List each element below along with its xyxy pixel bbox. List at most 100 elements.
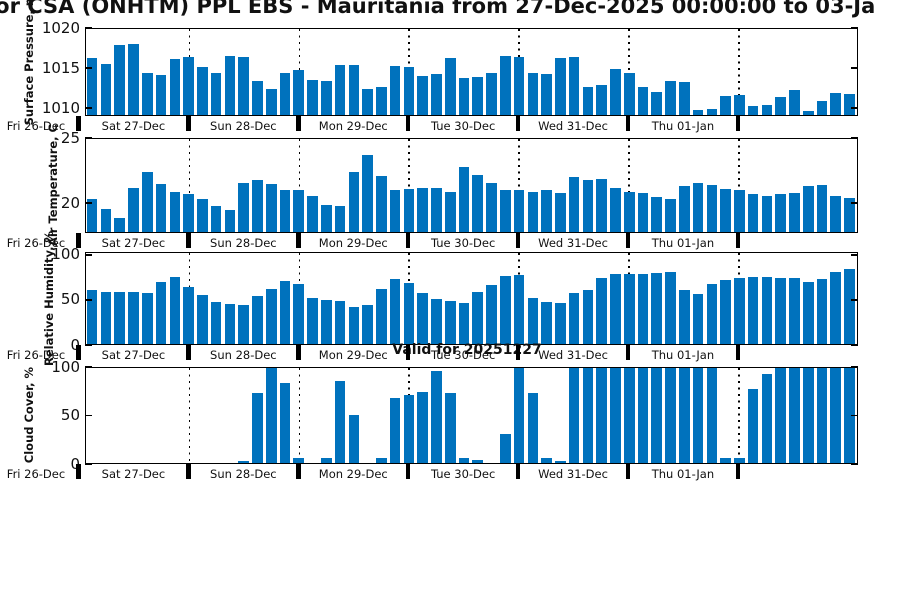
day-label-outside: Fri 26-Dec: [6, 236, 66, 250]
day-tick-mark: [735, 233, 741, 248]
day-gridline: [188, 139, 191, 232]
day-tick-mark: [405, 345, 411, 360]
bar: [128, 187, 139, 232]
day-gridline: [298, 139, 301, 232]
bar: [458, 303, 470, 344]
bar: [141, 72, 153, 115]
bar: [734, 190, 745, 232]
bar: [431, 187, 442, 232]
bar: [775, 96, 786, 115]
y-tick-mark: [851, 344, 858, 346]
y-tick-mark: [85, 107, 92, 109]
bar: [775, 368, 786, 463]
bar: [210, 72, 222, 115]
bar: [500, 433, 511, 463]
day-tick-mark: [296, 464, 301, 479]
day-gridline: [738, 368, 740, 463]
bar: [692, 368, 704, 463]
y-tick-mark: [85, 344, 92, 346]
day-label: Wed 31-Dec: [538, 236, 608, 250]
bar: [816, 279, 828, 344]
day-tick-mark: [515, 345, 521, 360]
y-tick-mark: [85, 414, 92, 417]
bar: [458, 166, 470, 232]
bar: [844, 94, 855, 115]
bar: [320, 204, 332, 232]
bar: [651, 368, 663, 463]
y-tick-mark: [85, 67, 92, 69]
bar: [169, 277, 181, 344]
bar: [761, 277, 773, 344]
bar: [720, 189, 731, 232]
bar: [376, 87, 387, 115]
day-tick-mark: [405, 116, 411, 131]
bar: [582, 179, 594, 232]
bar: [651, 272, 663, 344]
bar: [720, 279, 731, 344]
bar: [431, 370, 442, 463]
bar: [265, 183, 277, 232]
bar: [637, 273, 649, 344]
bar: [747, 106, 759, 115]
bar: [623, 191, 635, 232]
y-tick-label: 0: [32, 456, 80, 472]
y-tick-label: 25: [60, 128, 80, 147]
y-tick-mark: [85, 299, 92, 301]
day-label: Sun 28-Dec: [210, 348, 277, 362]
y-tick-mark: [85, 202, 92, 204]
bar: [444, 393, 456, 463]
day-gridline: [298, 368, 301, 463]
bar: [596, 368, 607, 463]
bar: [582, 289, 594, 344]
bar: [500, 190, 511, 232]
y-tick-label: 1015: [41, 58, 80, 77]
bar: [486, 182, 497, 232]
y-tick-label: 1010: [41, 98, 80, 117]
y-tick-mark: [851, 137, 858, 139]
day-label: Tue 30-Dec: [430, 348, 496, 362]
y-tick-mark: [851, 67, 858, 69]
y-tick-label: 100: [51, 245, 80, 264]
valid-for-annotation: Valid for 20251227: [392, 342, 542, 358]
bar: [86, 289, 98, 344]
relative_humidity-plot-area: [86, 253, 857, 344]
cloud_cover-axis-title: Cloud Cover, %: [22, 367, 36, 464]
bar: [679, 82, 690, 115]
day-tick-mark: [186, 233, 191, 248]
bar: [444, 58, 456, 115]
bar: [596, 178, 607, 232]
bar: [665, 368, 676, 463]
day-label: Mon 29-Dec: [318, 119, 388, 133]
bar: [568, 57, 580, 115]
day-tick-mark: [76, 464, 81, 479]
bar: [513, 368, 525, 463]
bar: [334, 65, 346, 115]
bar: [458, 458, 470, 463]
bar: [141, 172, 153, 232]
y-tick-mark: [851, 366, 858, 368]
bar: [679, 289, 690, 344]
bar: [844, 269, 855, 344]
bar: [197, 199, 208, 232]
bar: [637, 368, 649, 463]
bar: [128, 291, 139, 344]
bar: [197, 67, 208, 115]
bar: [844, 368, 855, 463]
day-label: Sun 28-Dec: [210, 467, 277, 481]
y-tick-mark: [851, 202, 858, 204]
bar: [734, 278, 745, 344]
bar: [692, 110, 704, 115]
bar: [527, 297, 539, 344]
bar: [169, 59, 181, 115]
bar: [830, 92, 842, 115]
bar: [279, 383, 291, 463]
bar: [403, 189, 415, 232]
bar: [623, 72, 635, 115]
bar: [155, 281, 167, 344]
bar: [706, 109, 718, 115]
bar: [596, 278, 607, 344]
bar: [444, 191, 456, 232]
bar: [155, 75, 167, 115]
bar: [86, 58, 98, 115]
bar: [802, 186, 814, 232]
